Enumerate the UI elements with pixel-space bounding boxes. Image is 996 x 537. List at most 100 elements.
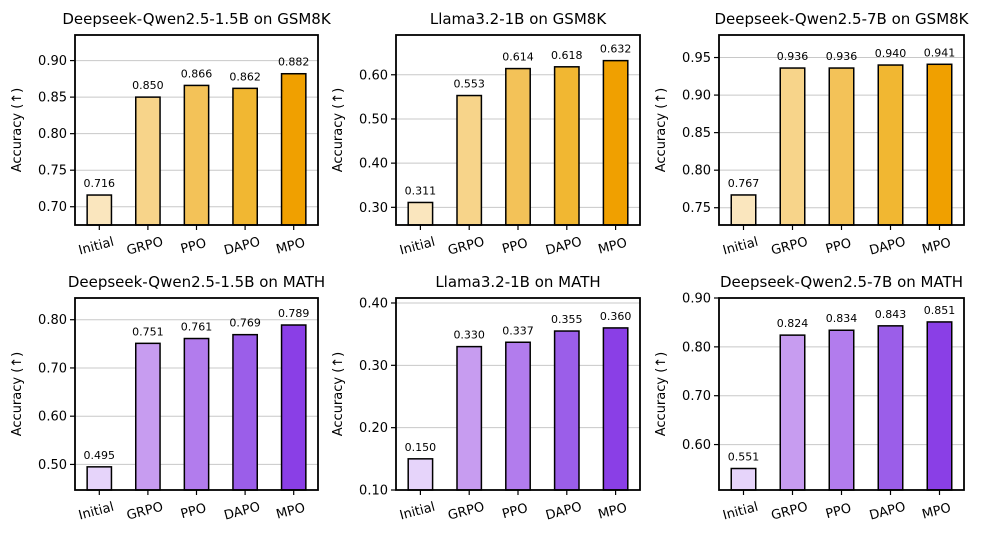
data-label: 0.834 [826, 312, 858, 325]
y-tick-label: 0.70 [682, 389, 711, 404]
x-tick-label: Initial [398, 500, 437, 524]
bar-dapo [877, 325, 904, 491]
bar-grpo [456, 94, 483, 226]
x-tick-label: Initial [721, 235, 760, 259]
x-tick-label: GRPO [770, 235, 810, 259]
x-tick-label: MPO [921, 501, 953, 523]
y-tick-label: 0.30 [359, 359, 388, 374]
data-label: 0.936 [826, 50, 858, 63]
bar-ppo [505, 341, 531, 491]
x-tick-label: DAPO [223, 235, 262, 259]
bar-dapo [877, 64, 904, 226]
data-label: 0.716 [84, 177, 116, 190]
bar-mpo [280, 72, 307, 226]
chart-title: Deepseek-Qwen2.5-1.5B on GSM8K [62, 10, 332, 28]
y-tick-label: 0.40 [359, 296, 388, 311]
x-tick-label: Initial [721, 500, 760, 524]
y-tick-label: 0.90 [682, 89, 711, 104]
bar-dapo [553, 66, 580, 226]
data-label: 0.940 [875, 47, 907, 60]
x-tick-label: Initial [77, 500, 116, 524]
data-label: 0.355 [551, 313, 583, 326]
data-label: 0.360 [600, 310, 632, 323]
x-tick-label: PPO [501, 236, 530, 257]
data-label: 0.767 [728, 177, 760, 190]
y-tick-label: 0.50 [38, 458, 67, 473]
data-label: 0.614 [502, 51, 534, 64]
x-tick-label: PPO [179, 501, 208, 522]
data-label: 0.553 [453, 78, 485, 91]
x-tick-label: DAPO [544, 235, 583, 259]
chart-title: Deepseek-Qwen2.5-7B on MATH [720, 273, 963, 291]
x-tick-label: GRPO [125, 235, 165, 259]
x-tick-label: DAPO [223, 500, 262, 524]
y-tick-label: 0.60 [38, 410, 67, 425]
bar-initial [407, 201, 434, 226]
x-tick-label: MPO [275, 501, 307, 523]
bar-initial [86, 194, 113, 226]
bar-mpo [926, 63, 953, 226]
x-tick-label: MPO [597, 501, 629, 523]
bar-initial [730, 194, 757, 226]
chart-panel: 0.30 0.40 0.50 0.60 0.311 Initial 0.553 GRPO 0.6… [331, 10, 641, 259]
x-tick-label: DAPO [868, 500, 907, 524]
x-tick-label: GRPO [446, 235, 486, 259]
bar-dapo [232, 87, 258, 226]
y-tick-label: 0.40 [359, 157, 388, 172]
chart-panel: 0.75 0.80 0.85 0.90 0.95 0.767 Initial 0.936 GRP… [654, 10, 970, 259]
y-axis-label: Accuracy (↑) [331, 352, 346, 437]
data-label: 0.337 [502, 324, 534, 337]
chart-title: Deepseek-Qwen2.5-7B on GSM8K [714, 10, 969, 28]
y-tick-label: 0.60 [682, 438, 711, 453]
y-tick-label: 0.80 [38, 127, 67, 142]
data-label: 0.850 [132, 79, 164, 92]
y-tick-label: 0.30 [359, 201, 388, 216]
data-label: 0.851 [924, 304, 956, 317]
y-tick-label: 0.80 [682, 340, 711, 355]
y-tick-label: 0.70 [38, 361, 67, 376]
data-label: 0.330 [453, 329, 485, 342]
y-tick-label: 0.10 [359, 484, 388, 499]
bar-dapo [553, 330, 580, 491]
x-tick-label: PPO [824, 236, 853, 257]
chart-panel: 0.70 0.75 0.80 0.85 0.90 0.716 Initial 0.850 GRP… [10, 10, 332, 259]
x-tick-label: MPO [275, 236, 307, 258]
bar-ppo [828, 67, 855, 226]
bar-grpo [779, 334, 806, 491]
x-tick-label: Initial [77, 235, 116, 259]
data-label: 0.769 [229, 317, 261, 330]
data-label: 0.751 [132, 325, 164, 338]
x-tick-label: PPO [824, 501, 853, 522]
data-label: 0.618 [551, 49, 583, 62]
x-tick-label: GRPO [770, 500, 810, 524]
plot-frame [395, 34, 641, 226]
data-label: 0.495 [84, 449, 116, 462]
x-tick-label: PPO [179, 236, 208, 257]
chart-panel: 0.50 0.60 0.70 0.80 0.495 Initial 0.751 GRPO 0.7… [10, 273, 325, 524]
data-label: 0.866 [181, 67, 213, 80]
y-tick-label: 0.20 [359, 421, 388, 436]
data-label: 0.843 [875, 308, 907, 321]
x-tick-label: GRPO [446, 500, 486, 524]
plot-frame [74, 34, 319, 226]
chart-title: Llama3.2-1B on GSM8K [430, 10, 607, 28]
data-label: 0.882 [278, 56, 310, 69]
bar-mpo [926, 321, 953, 491]
bar-dapo [232, 333, 258, 491]
y-tick-label: 0.85 [38, 91, 67, 106]
x-tick-label: DAPO [544, 500, 583, 524]
bar-ppo [828, 329, 855, 491]
y-tick-label: 0.70 [38, 200, 67, 215]
data-label: 0.824 [777, 317, 809, 330]
chart-panel: 0.60 0.70 0.80 0.90 0.551 Initial 0.824 GRPO 0.8… [654, 273, 965, 524]
x-tick-label: MPO [597, 236, 629, 258]
plot-frame [395, 297, 641, 491]
data-label: 0.150 [405, 441, 437, 454]
bar-ppo [505, 67, 531, 226]
x-tick-label: GRPO [125, 500, 165, 524]
x-tick-label: DAPO [868, 235, 907, 259]
chart-title: Llama3.2-1B on MATH [435, 273, 600, 291]
y-tick-label: 0.85 [682, 126, 711, 141]
data-label: 0.311 [405, 184, 437, 197]
